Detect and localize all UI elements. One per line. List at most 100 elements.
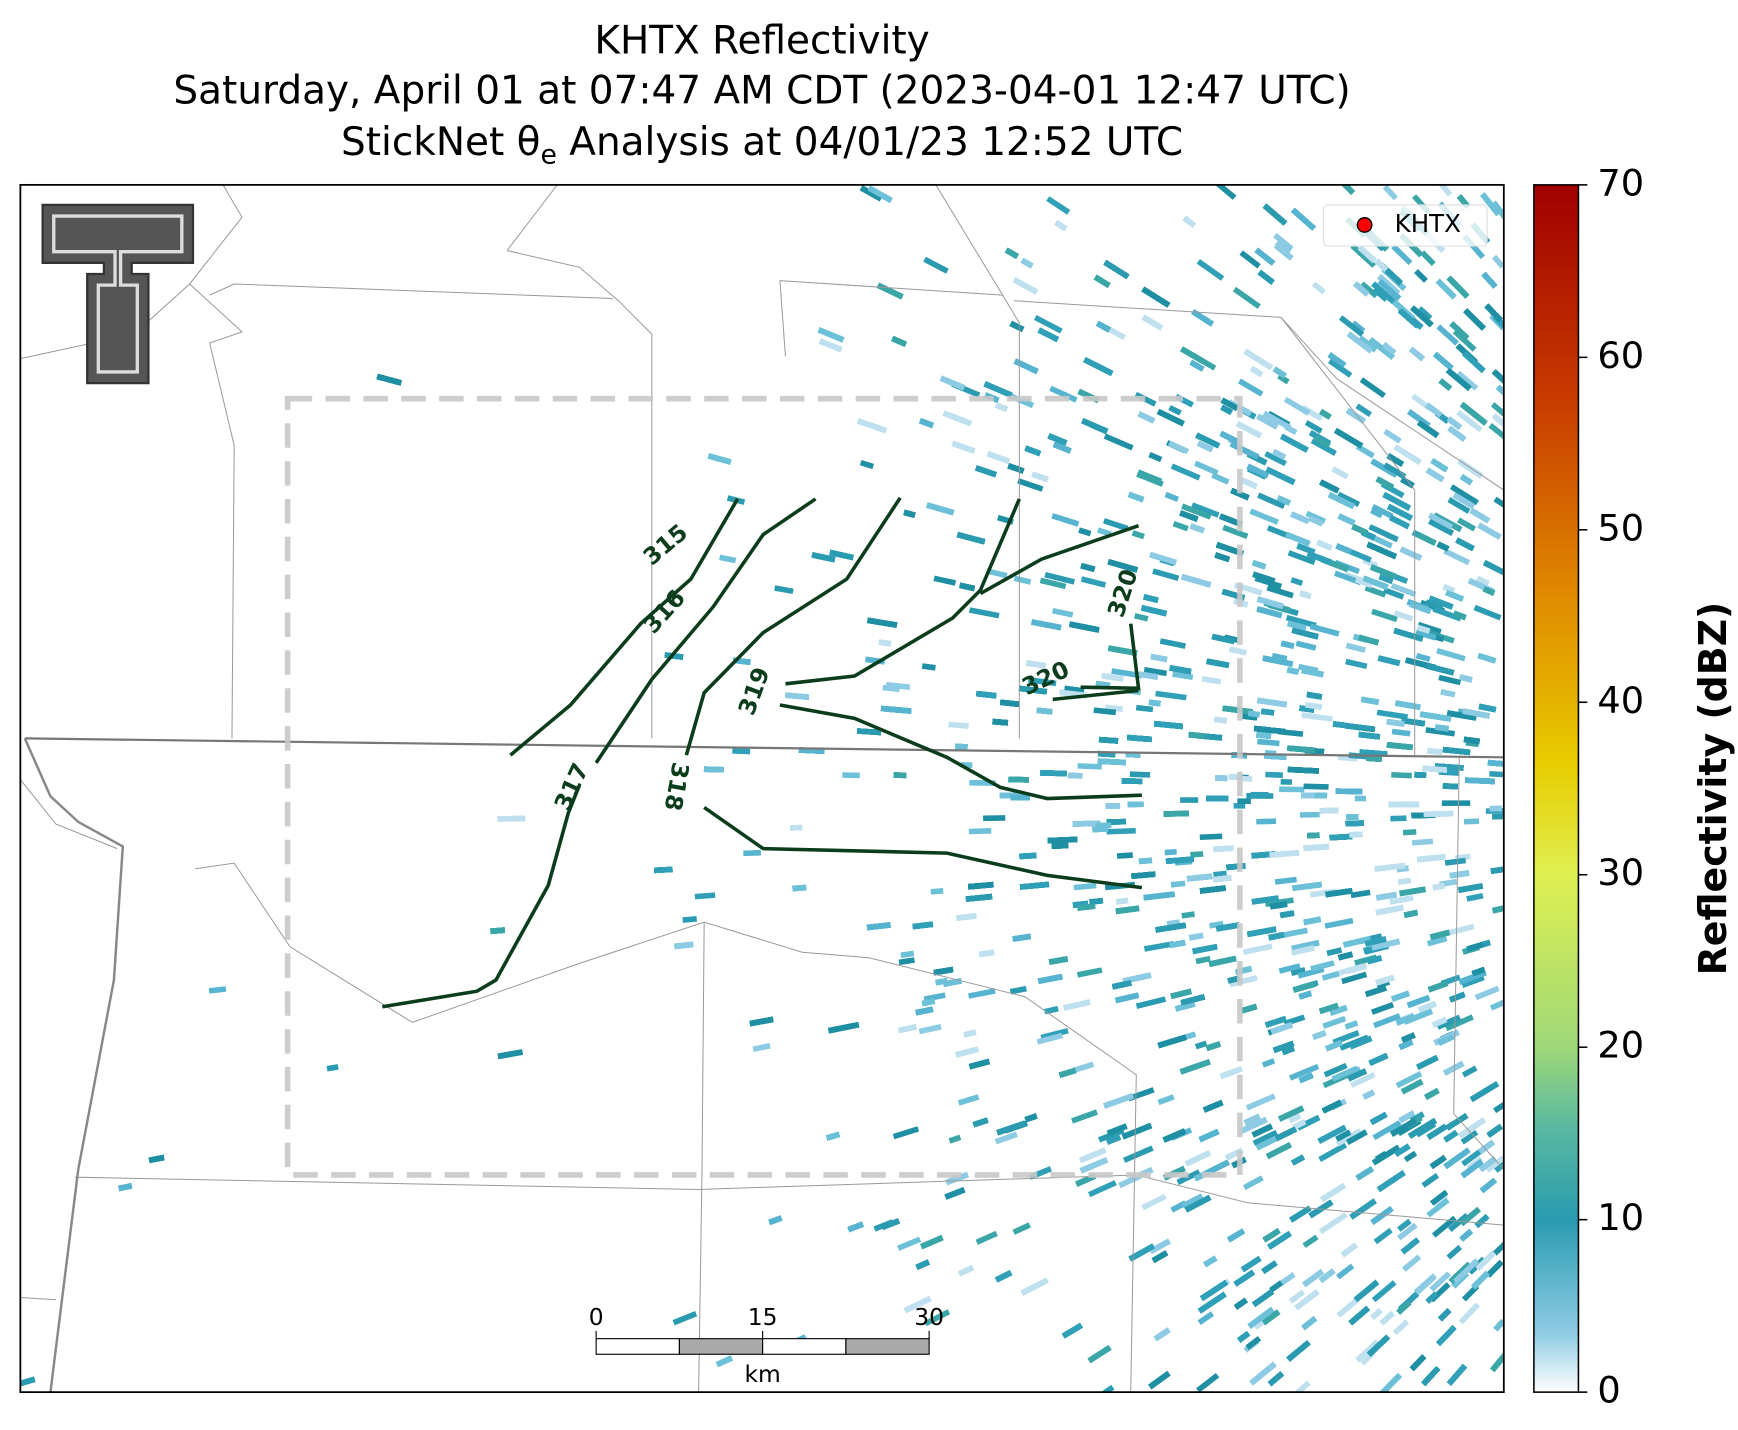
- radar-gate: [1478, 1139, 1496, 1155]
- radar-gate: [790, 824, 803, 831]
- radar-gate: [1181, 503, 1212, 520]
- radar-gate: [1436, 647, 1466, 662]
- radar-gate: [1303, 916, 1322, 926]
- radar-gate: [811, 552, 836, 563]
- radar-gate: [654, 866, 673, 874]
- radar-gate: [1073, 1061, 1095, 1073]
- radar-gate: [1052, 607, 1074, 618]
- radar-gate: [1131, 871, 1156, 880]
- radar-gate: [1491, 369, 1504, 390]
- radar-gate: [1479, 1177, 1497, 1194]
- radar-gate: [1389, 515, 1410, 530]
- radar-gate: [1373, 1227, 1393, 1245]
- radar-gate: [1368, 524, 1399, 543]
- radar-gate: [999, 699, 1020, 708]
- radar-gate: [1193, 460, 1219, 476]
- radar-gate: [1383, 428, 1402, 444]
- radar-gate: [1257, 492, 1286, 509]
- radar-gate: [1272, 366, 1287, 379]
- radar-gate: [1471, 966, 1486, 977]
- radar-gate: [1490, 402, 1504, 419]
- radar-gate: [1311, 281, 1326, 295]
- radar-gate: [1222, 524, 1249, 539]
- radar-gate: [1436, 541, 1450, 552]
- radar-gate: [1195, 955, 1211, 965]
- radar-gate: [1150, 653, 1168, 663]
- radar-gate: [1490, 1344, 1504, 1372]
- radar-gate: [1306, 691, 1323, 700]
- radar-gate: [1174, 1001, 1196, 1012]
- radar-gate: [1280, 779, 1293, 785]
- radar-gate: [1325, 887, 1353, 898]
- radar-gate: [1205, 1041, 1221, 1051]
- radar-gate: [1377, 655, 1401, 667]
- radar-gate: [921, 663, 936, 671]
- radar-gate: [955, 743, 968, 750]
- radar-gate: [1044, 571, 1076, 585]
- radar-gate: [1098, 736, 1119, 744]
- radar-gate: [1370, 508, 1383, 519]
- radar-gate: [1428, 595, 1454, 610]
- radar-gate: [1256, 413, 1279, 430]
- radar-gate: [1212, 875, 1232, 883]
- radar-gate: [968, 988, 996, 999]
- radar-gate: [1260, 708, 1275, 716]
- radar-gate: [1257, 738, 1280, 747]
- radar-gate: [1127, 491, 1145, 503]
- radar-gate: [903, 1295, 932, 1314]
- radar-gate: [774, 585, 794, 595]
- radar-gate: [1291, 939, 1320, 952]
- radar-gate: [1446, 1244, 1463, 1260]
- radar-gate: [1371, 1280, 1397, 1303]
- radar-gate: [1265, 771, 1284, 778]
- radar-gate: [1474, 1214, 1490, 1229]
- radar-gate: [1287, 550, 1316, 565]
- radar-gate: [1393, 444, 1422, 465]
- radar-gate: [1449, 484, 1479, 506]
- radar-gate: [1273, 232, 1294, 252]
- radar-gate: [1429, 1189, 1449, 1206]
- radar-gate: [995, 402, 1009, 413]
- radar-gate: [1386, 718, 1405, 727]
- radar-gate: [1350, 243, 1377, 268]
- radar-gate: [1237, 798, 1251, 805]
- radar-gate: [1194, 1040, 1208, 1050]
- radar-gate: [955, 1046, 979, 1058]
- radar-gate: [1127, 1087, 1155, 1102]
- radar-gate: [1395, 1013, 1416, 1026]
- radar-gate: [1426, 935, 1448, 947]
- radar-gate: [1425, 1291, 1439, 1304]
- radar-gate: [1285, 531, 1311, 547]
- radar-gate: [1435, 278, 1457, 300]
- radar-gate: [1213, 870, 1227, 878]
- radar-gate: [918, 1024, 942, 1035]
- radar-gate: [1018, 685, 1048, 695]
- radar-gate: [1381, 342, 1397, 356]
- radar-gate: [1020, 1277, 1049, 1296]
- radar-gate: [1336, 491, 1361, 507]
- radar-gate: [1143, 594, 1159, 604]
- radar-gate: [1389, 895, 1414, 905]
- radar-gate: [1406, 994, 1431, 1008]
- radar-gate: [1061, 1322, 1083, 1339]
- radar-gate: [1220, 404, 1233, 415]
- radar-gate: [1456, 410, 1483, 433]
- radar-gate: [1382, 492, 1411, 511]
- radar-gate: [1443, 1060, 1465, 1076]
- radar-gate: [1051, 842, 1069, 850]
- radar-gate: [1047, 433, 1068, 446]
- radar-gate: [1211, 633, 1235, 645]
- radar-gate: [1317, 1124, 1347, 1144]
- radar-gate: [1149, 1238, 1171, 1254]
- radar-gate: [1360, 281, 1379, 299]
- radar-gate: [1156, 408, 1185, 427]
- radar-gate: [1365, 985, 1387, 998]
- radar-gate: [1103, 259, 1130, 280]
- radar-gate: [1181, 1193, 1204, 1209]
- radar-gate: [930, 888, 944, 895]
- radar-gate: [1148, 451, 1163, 463]
- radar-gate: [1192, 943, 1218, 955]
- radar-gate: [1249, 366, 1264, 378]
- radar-gate: [1308, 515, 1324, 527]
- radar-gate: [1290, 577, 1304, 587]
